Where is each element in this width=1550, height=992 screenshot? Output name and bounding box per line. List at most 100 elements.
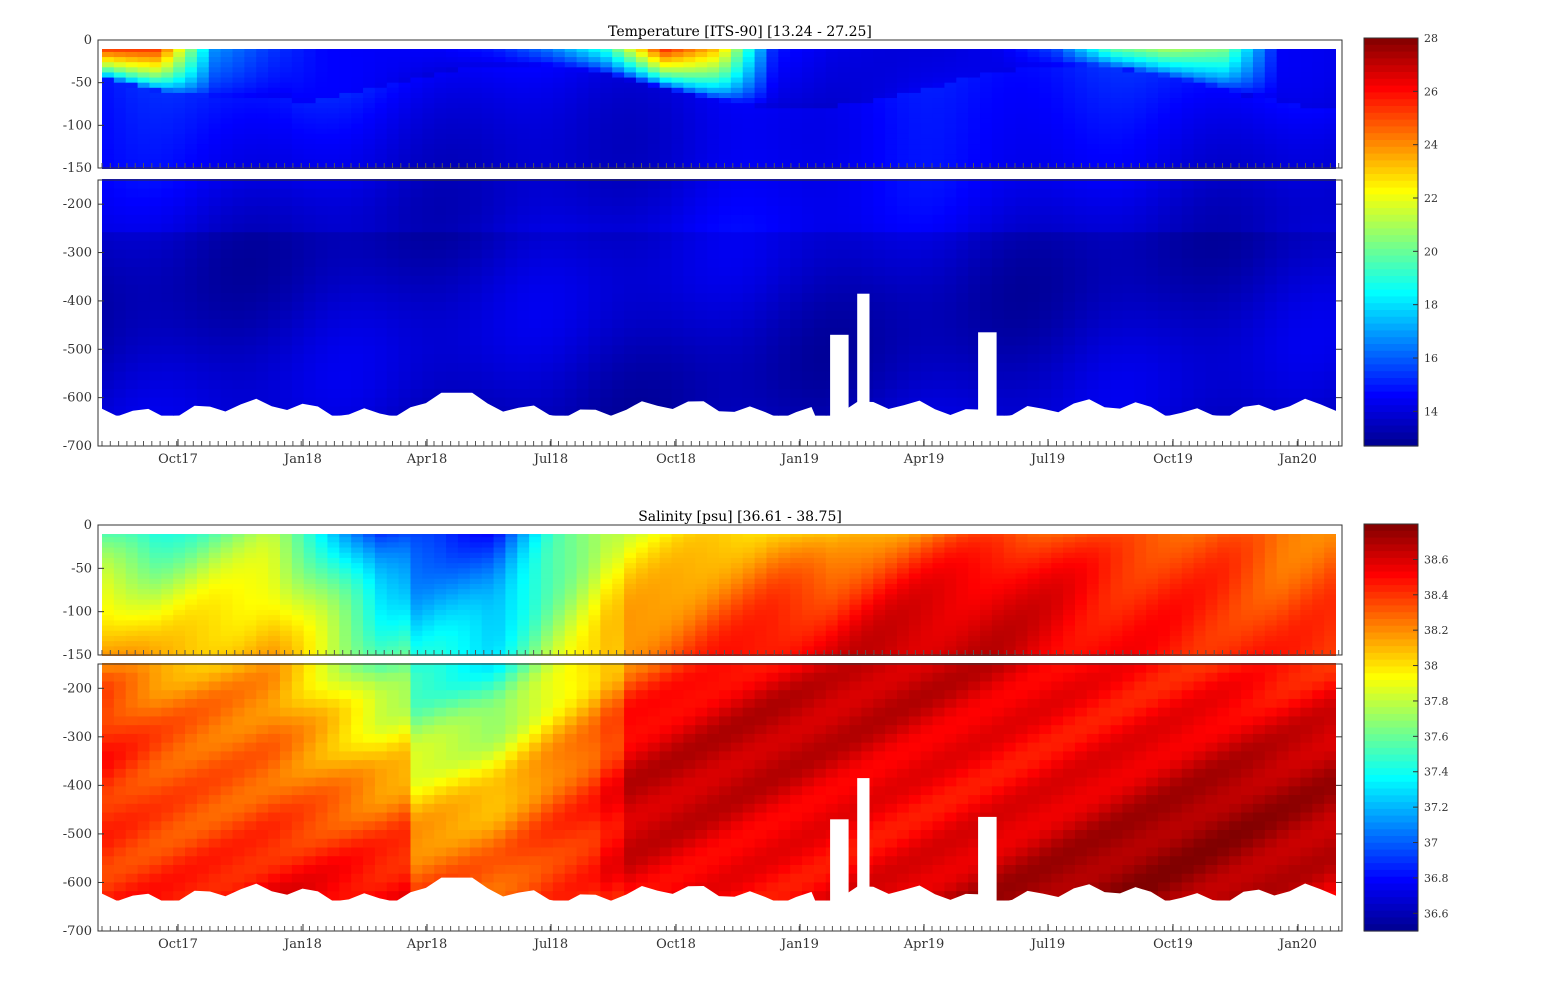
temp-cell (790, 128, 803, 135)
temp-cell (339, 72, 352, 79)
temp-cell (1193, 223, 1207, 233)
temp-cell (446, 327, 459, 338)
temp-cell (149, 123, 162, 130)
temp-cell (481, 118, 495, 125)
temp-cell (944, 123, 957, 130)
temp-cell (980, 149, 993, 155)
temp-cell (208, 87, 222, 94)
temp-cell (291, 164, 305, 169)
temp-cell (505, 113, 518, 120)
temp-cell (1181, 144, 1195, 150)
temp-cell (944, 301, 957, 312)
temp-cell (410, 223, 423, 233)
temp-cell (1122, 223, 1135, 233)
temp-cell (612, 319, 625, 329)
temp-cell (956, 214, 969, 225)
temp-cell (908, 371, 922, 381)
temp-cell (446, 380, 459, 390)
temp-cell (279, 397, 293, 407)
temp-cell (113, 118, 127, 125)
temp-cell (161, 51, 174, 58)
temp-cell (813, 284, 827, 294)
temp-cell (1074, 98, 1088, 104)
temp-cell (1063, 98, 1076, 104)
temp-cell (1003, 371, 1017, 381)
temp-cell (351, 310, 364, 320)
temp-cell (1229, 249, 1242, 259)
temp-cell (659, 371, 673, 381)
temp-cell (1110, 108, 1124, 114)
temp-cell (624, 240, 637, 251)
temp-cell (908, 188, 922, 199)
temp-cell (374, 128, 388, 135)
temp-cell (624, 354, 637, 364)
temp-cell (208, 108, 222, 114)
temp-cell (1039, 67, 1052, 74)
temp-cell (576, 138, 590, 145)
temp-cell (386, 108, 400, 114)
temp-cell (517, 301, 530, 312)
temp-cell (291, 336, 305, 347)
temp-cell (612, 154, 625, 161)
temp-cell (137, 144, 151, 150)
temp-cell (730, 67, 744, 74)
temp-cell (161, 240, 174, 251)
temp-cell (1039, 149, 1052, 155)
temp-cell (1027, 103, 1040, 109)
temp-cell (529, 310, 542, 320)
temp-cell (102, 258, 115, 268)
temp-cell (564, 138, 578, 145)
temp-cell (446, 249, 459, 259)
temp-cell (303, 57, 317, 63)
temp-cell (1229, 232, 1242, 242)
temp-cell (920, 214, 934, 225)
temp-cell (588, 123, 601, 130)
temp-cell (457, 128, 471, 135)
temp-cell (244, 249, 257, 259)
temp-cell (1252, 67, 1266, 74)
temp-cell (956, 77, 969, 84)
temp-cell (1205, 301, 1218, 312)
temp-cell (695, 62, 708, 68)
temp-cell (374, 223, 388, 233)
temp-cell (386, 362, 400, 373)
temp-cell (1241, 284, 1254, 294)
temp-cell (185, 371, 198, 381)
temp-cell (1027, 164, 1040, 169)
temp-cell (505, 397, 518, 407)
temp-cell (1074, 103, 1088, 109)
temp-cell (1241, 388, 1254, 399)
temp-cell (932, 72, 946, 79)
temp-cell (683, 149, 696, 155)
temp-cell (1051, 223, 1064, 233)
temp-cell (624, 77, 637, 84)
temp-cell (505, 380, 518, 390)
temp-cell (196, 159, 210, 166)
temp-cell (303, 275, 317, 286)
temp-cell (363, 371, 376, 381)
temp-cell (410, 103, 423, 109)
temp-cell (719, 310, 732, 320)
temp-cell (754, 214, 768, 225)
temp-cell (647, 118, 661, 125)
temp-cell (493, 336, 507, 347)
temp-cell (825, 310, 839, 320)
temp-cell (1158, 319, 1171, 329)
temp-cell (754, 397, 768, 407)
temp-cell (1074, 249, 1088, 259)
temp-cell (1039, 284, 1052, 294)
temp-cell (1051, 240, 1064, 251)
temp-cell (659, 284, 673, 294)
temp-cell (647, 77, 661, 84)
temp-cell (1181, 72, 1195, 79)
temp-cell (968, 123, 981, 130)
temp-cell (386, 57, 400, 63)
temp-cell (256, 67, 269, 74)
temp-cell (422, 301, 435, 312)
temp-cell (671, 98, 685, 104)
temp-cell (1015, 354, 1029, 364)
temp-cell (790, 232, 803, 242)
temp-cell (730, 362, 744, 373)
temp-cell (1217, 103, 1230, 109)
temp-cell (1015, 128, 1029, 135)
